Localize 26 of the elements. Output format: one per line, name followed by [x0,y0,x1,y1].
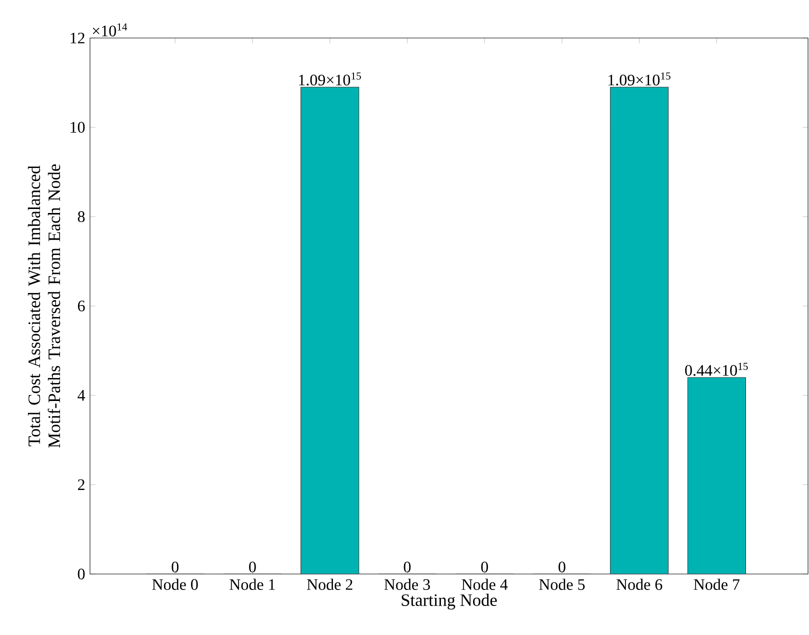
y-tick-label: 10 [70,122,85,133]
x-tick-label: Node 2 [306,578,352,590]
y-tick-label: 8 [78,211,85,222]
annotation: 1.09×10$^{15}$ [608,72,670,86]
x-tick-label: Node 4 [462,578,508,590]
x-tick-label: Node 0 [152,578,198,590]
y-tick-label: 4 [78,390,86,401]
x-tick-label: Node 7 [694,578,740,590]
x-tick-label: Node 6 [616,578,662,590]
annotation: 0 [481,562,488,572]
y-tick-label: 6 [78,300,85,312]
x-tick-label: Node 3 [384,578,430,590]
y-tick-label: 0 [78,568,85,580]
y-tick-label: 12 [70,32,84,44]
annotation: 0 [249,562,256,572]
annotation: 0 [404,562,411,572]
y-tick-label: 2 [78,479,84,490]
annotation: 0 [558,562,566,572]
y-axis-title: Total Cost Associated With Imbalanced Motif-Paths Traversed From Each Node [28,164,60,448]
annotation: 0 [172,562,178,572]
annotation: 0.44×10$^{15}$ [685,362,748,376]
annotation: 1.09×10$^{15}$ [299,72,361,86]
x-tick-label: Node 1 [230,578,275,590]
text: ×10$^{14}$ [92,23,128,36]
x-axis-title: Starting Node [402,594,497,610]
x-tick-label: Node 5 [539,578,585,590]
